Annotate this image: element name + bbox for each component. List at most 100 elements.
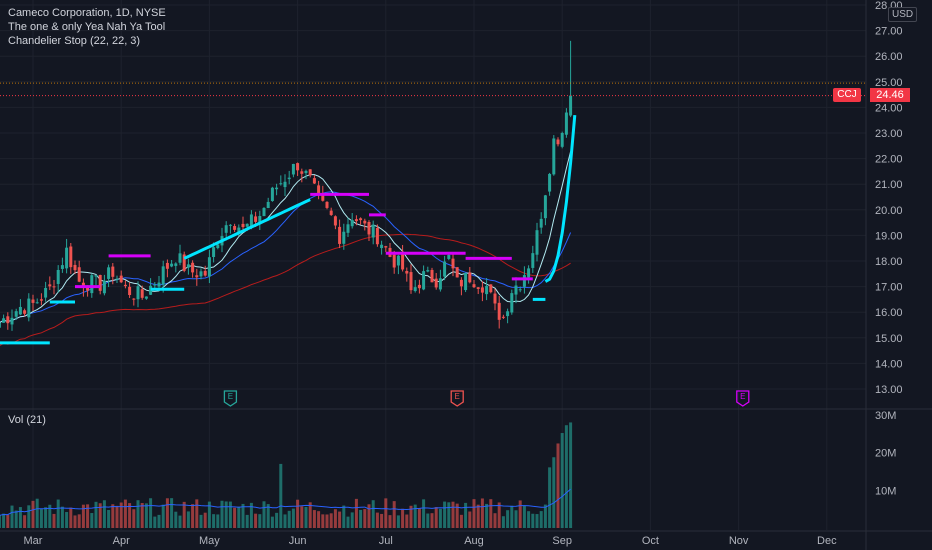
volume-bar: [350, 512, 354, 528]
volume-bar: [518, 500, 522, 528]
time-tick-label: Aug: [464, 535, 484, 547]
candle-body: [170, 263, 174, 267]
volume-bar: [136, 500, 140, 528]
volume-bar: [31, 500, 35, 528]
volume-bar: [300, 506, 304, 528]
volume-bar: [14, 510, 18, 528]
candle-body: [144, 296, 148, 299]
volume-bar: [279, 463, 283, 528]
candle-body: [10, 317, 14, 325]
candle-body: [569, 95, 573, 116]
candle-body: [543, 195, 547, 219]
candle-body: [165, 262, 169, 269]
earnings-marker-label: E: [228, 392, 233, 401]
candle-body: [18, 306, 22, 315]
volume-bar: [434, 507, 438, 528]
volume-bar: [443, 501, 447, 528]
volume-indicator-label[interactable]: Vol (21): [8, 414, 46, 426]
last-price-tag: 24.46: [870, 88, 910, 102]
candle-body: [136, 286, 140, 300]
candle-body: [329, 210, 333, 215]
volume-bar: [552, 457, 556, 528]
candle-body: [254, 216, 258, 222]
candle-body: [186, 264, 190, 268]
volume-bar: [165, 498, 169, 528]
volume-bar: [2, 513, 6, 528]
volume-bar: [220, 500, 224, 528]
volume-bar: [342, 505, 346, 528]
time-tick-label: May: [199, 535, 220, 547]
volume-bar: [514, 510, 518, 528]
candle-body: [380, 244, 384, 249]
volume-bar: [459, 514, 463, 528]
volume-bar: [48, 504, 52, 528]
time-tick-label: Mar: [24, 535, 43, 547]
volume-bar: [430, 513, 434, 528]
candle-body: [128, 286, 132, 296]
volume-bar: [90, 513, 94, 528]
candle-body: [556, 139, 560, 145]
volume-bar: [178, 515, 182, 528]
indicator-yea-nah-label[interactable]: The one & only Yea Nah Ya Tool: [8, 21, 166, 33]
candle-body: [548, 173, 552, 192]
candle-body: [107, 267, 111, 279]
candle-body: [203, 270, 207, 276]
volume-bar: [522, 505, 526, 528]
chart-legend: Cameco Corporation, 1D, NYSE The one & o…: [8, 6, 166, 48]
candle-body: [321, 194, 325, 201]
symbol-title[interactable]: Cameco Corporation, 1D, NYSE: [8, 7, 166, 19]
volume-bar: [304, 506, 308, 528]
candle-body: [115, 278, 119, 280]
candle-body: [39, 299, 43, 301]
volume-bar: [44, 507, 48, 528]
volume-bar: [338, 511, 342, 528]
candle-body: [249, 214, 253, 227]
candle-body: [6, 316, 10, 324]
volume-bar: [102, 500, 106, 528]
candle-body: [31, 299, 35, 303]
volume-bar: [157, 514, 161, 528]
candle-body: [438, 278, 442, 290]
chandelier-stop-long: [183, 198, 311, 260]
ticker-tag: CCJ: [833, 88, 861, 102]
candle-body: [346, 224, 350, 233]
volume-bar: [510, 505, 514, 528]
volume-bar: [501, 516, 505, 528]
price-tick-label: 26.00: [875, 51, 903, 63]
candle-body: [48, 284, 52, 287]
volume-bar: [132, 509, 136, 528]
volume-bar: [233, 507, 237, 528]
candle-body: [90, 275, 94, 294]
volume-bar: [275, 512, 279, 528]
volume-bar: [52, 513, 56, 528]
volume-bar: [485, 503, 489, 528]
volume-bar: [270, 516, 274, 528]
volume-bar: [539, 511, 543, 528]
volume-bar: [98, 503, 102, 528]
volume-bar: [216, 514, 220, 528]
candle-body: [65, 247, 69, 269]
candle-body: [111, 266, 115, 277]
volume-bar: [266, 504, 270, 528]
candle-body: [527, 268, 531, 278]
volume-bar: [153, 516, 157, 528]
candle-body: [270, 187, 274, 202]
volume-bar: [182, 501, 186, 528]
candle-body: [476, 287, 480, 289]
candle-body: [396, 255, 400, 266]
volume-bar: [321, 514, 325, 528]
volume-ma-line: [0, 488, 571, 516]
candle-body: [560, 133, 564, 147]
time-tick-label: Sep: [552, 535, 572, 547]
candle-body: [52, 286, 56, 288]
currency-badge[interactable]: USD: [888, 7, 918, 22]
volume-bar: [161, 504, 165, 528]
price-tick-label: 27.00: [875, 26, 903, 38]
indicator-chandelier-label[interactable]: Chandelier Stop (22, 22, 3): [8, 35, 141, 47]
volume-bar: [27, 505, 31, 528]
candle-body: [266, 201, 270, 209]
candle-body: [98, 274, 102, 291]
volume-bar: [0, 515, 1, 528]
candle-body: [245, 223, 249, 227]
